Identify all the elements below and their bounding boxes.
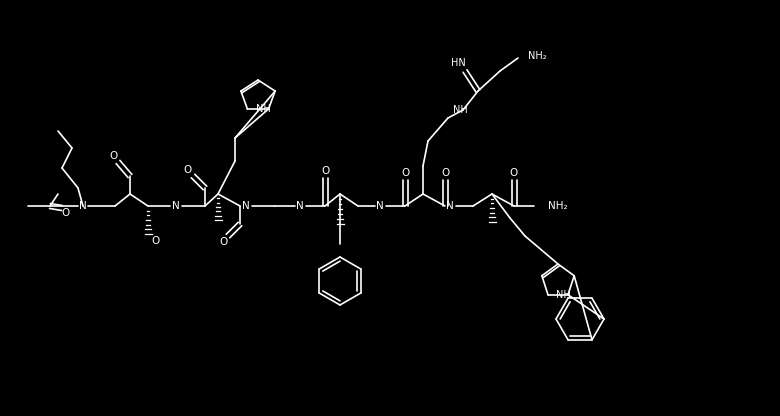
Text: O: O — [510, 168, 518, 178]
Text: O: O — [401, 168, 410, 178]
Text: O: O — [184, 165, 192, 175]
Text: N: N — [296, 201, 304, 211]
Text: NH: NH — [452, 105, 467, 115]
Text: NH: NH — [555, 290, 570, 300]
Text: O: O — [321, 166, 329, 176]
Text: HN: HN — [451, 58, 466, 68]
Text: NH₂: NH₂ — [548, 201, 568, 211]
Text: O: O — [219, 237, 227, 247]
Text: N: N — [79, 201, 87, 211]
Text: O: O — [441, 168, 449, 178]
Text: N: N — [446, 201, 454, 211]
Text: NH₂: NH₂ — [528, 51, 547, 61]
Text: O: O — [62, 208, 70, 218]
Text: O: O — [151, 236, 159, 246]
Text: O: O — [109, 151, 117, 161]
Text: NH: NH — [256, 104, 271, 114]
Text: N: N — [376, 201, 384, 211]
Text: N: N — [172, 201, 180, 211]
Text: N: N — [242, 201, 250, 211]
